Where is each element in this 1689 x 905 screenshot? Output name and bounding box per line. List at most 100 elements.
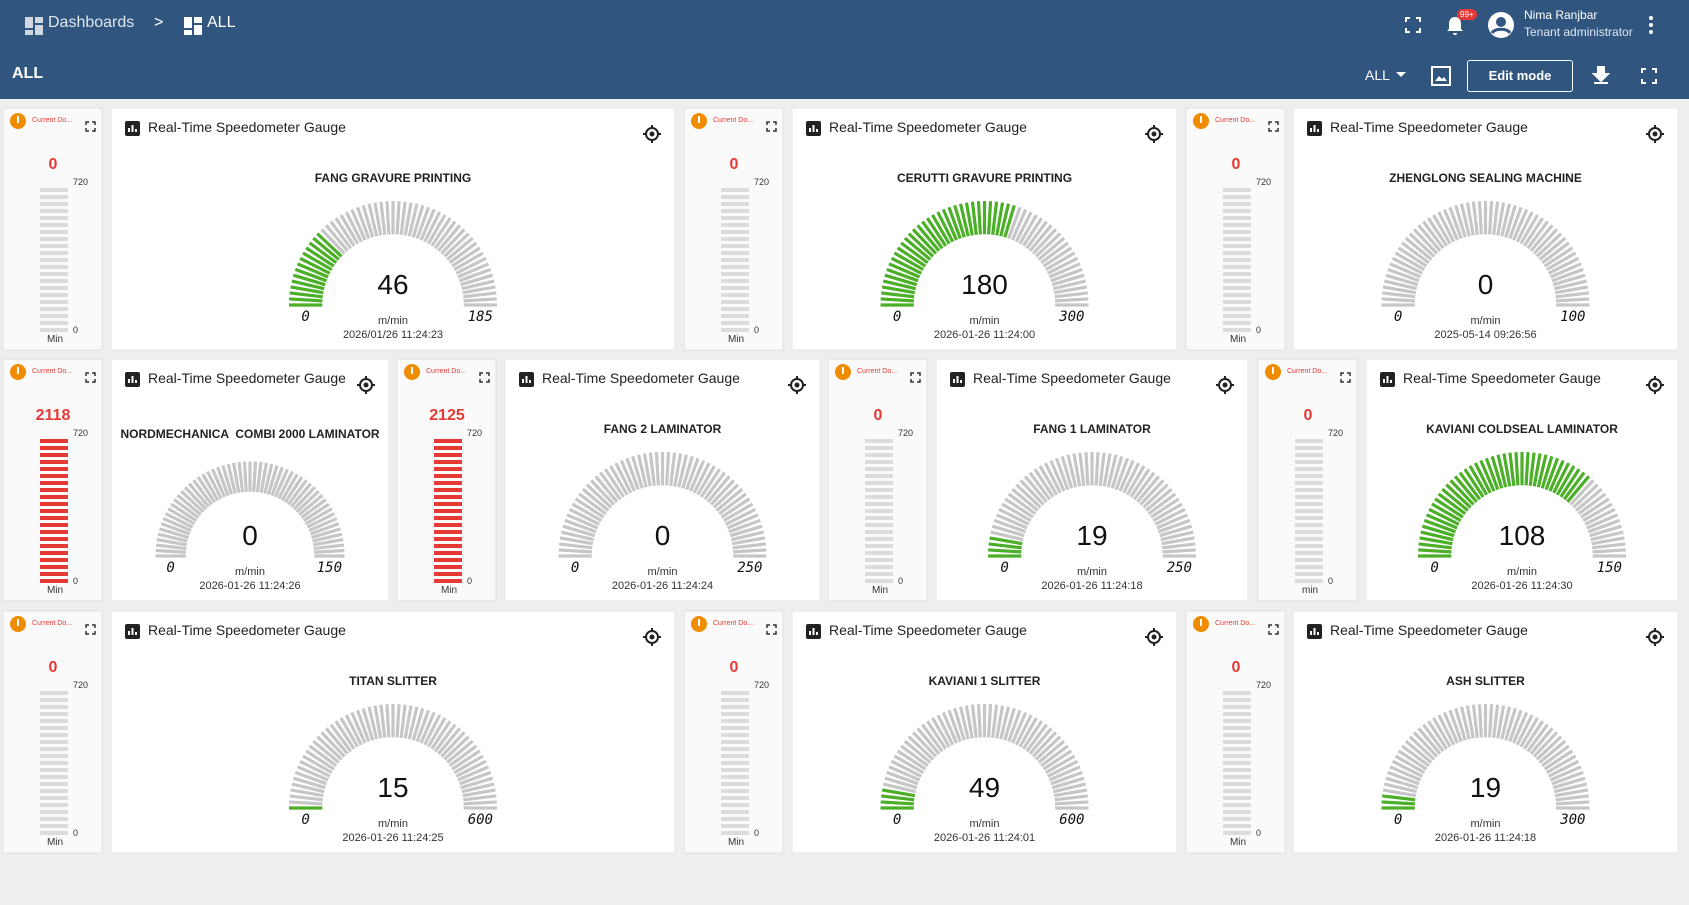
bar-segment-lit	[434, 446, 462, 450]
gauge-widget: Real-Time Speedometer Gauge KAVIANI COLDS…	[1365, 358, 1679, 602]
gauge-tick	[1488, 201, 1494, 235]
bar-segment	[721, 782, 749, 786]
status-widget: Current Do... 0 720 0 Min	[827, 358, 928, 602]
gauge-tick	[1154, 507, 1186, 526]
expand-button[interactable]	[1340, 372, 1351, 383]
bar-segment-lit	[434, 439, 462, 443]
gauge-tick	[1007, 492, 1037, 516]
gauge-tick	[1044, 251, 1076, 272]
gauge-tick	[367, 706, 379, 740]
edit-mode-button[interactable]: Edit mode	[1467, 60, 1573, 92]
bar-segment	[721, 188, 749, 192]
gauge-tick	[196, 476, 217, 504]
bar-segment	[865, 572, 893, 576]
expand-button[interactable]	[766, 624, 777, 635]
dashboard-fullscreen-button[interactable]	[1640, 67, 1658, 85]
bar-segment	[1295, 551, 1323, 555]
locate-cross	[643, 125, 661, 143]
bar-segment	[40, 824, 68, 828]
status-level	[434, 439, 462, 583]
gauge-tick	[1394, 754, 1426, 775]
bar-segment	[865, 544, 893, 548]
expand-button[interactable]	[85, 121, 96, 132]
expand-button[interactable]	[910, 372, 921, 383]
warning-mark	[411, 367, 413, 374]
gauge-tick	[430, 217, 452, 247]
image-export-button[interactable]	[1430, 65, 1452, 87]
gauge-tick	[170, 502, 198, 523]
bar-segment-lit	[434, 495, 462, 499]
gauge-tick	[976, 704, 982, 738]
widget-card	[2, 610, 103, 854]
gauge-tick-lit	[907, 232, 935, 258]
gauge-unit: m/min	[378, 315, 408, 327]
gauge-tick	[1038, 465, 1059, 496]
bar-segment	[865, 530, 893, 534]
download-button[interactable]	[1592, 65, 1610, 85]
gauge-tick	[1122, 462, 1141, 494]
gauge-tick	[1547, 256, 1580, 275]
gauge-tick	[259, 462, 268, 493]
gauge-tick	[1028, 727, 1053, 755]
gauge-unit: m/min	[970, 315, 1000, 327]
state-select[interactable]: ALL	[1365, 67, 1390, 83]
bar-segment	[721, 223, 749, 227]
gauge-tick	[308, 517, 338, 533]
gauge-tick	[1477, 704, 1483, 738]
bar-segment	[1295, 579, 1323, 583]
widget-title: Current Do...	[32, 368, 72, 375]
gauge-tick	[722, 502, 754, 523]
locate-dot	[1652, 382, 1658, 388]
locate-cross	[1145, 125, 1163, 143]
gauge-tick	[395, 201, 401, 235]
gauge-tick	[453, 251, 484, 272]
gauge-tick	[296, 765, 329, 782]
gauge-tick	[1519, 717, 1539, 748]
fullscreen-button[interactable]	[1404, 16, 1422, 34]
account-avatar[interactable]	[1487, 11, 1515, 39]
bar-segment-lit	[40, 453, 68, 457]
gauge-tick	[1055, 800, 1089, 806]
more-menu[interactable]	[1646, 15, 1656, 35]
gauge-min: 0	[893, 309, 901, 325]
warning-mark	[17, 619, 19, 626]
gauge-tick	[1496, 705, 1506, 739]
gauge-tick	[1132, 471, 1156, 501]
gauge-tick	[457, 765, 490, 782]
expand-button[interactable]	[479, 372, 490, 383]
gauge-tick	[339, 214, 360, 245]
breadcrumb-link[interactable]: Dashboards	[48, 14, 135, 31]
bar-segment	[1223, 202, 1251, 206]
expand-button[interactable]	[85, 624, 96, 635]
expand-button[interactable]	[766, 121, 777, 132]
gauge-tick	[729, 524, 763, 538]
gauge-tick	[1054, 291, 1088, 299]
bar-segment	[1295, 537, 1323, 541]
expand-button[interactable]	[85, 372, 96, 383]
notifications-button[interactable]	[1444, 14, 1466, 36]
bar-segment	[1223, 789, 1251, 793]
locate-dot	[1151, 131, 1157, 137]
dashboard-icon	[184, 17, 202, 35]
gauge-tick	[411, 204, 425, 238]
gauge-tick	[1040, 241, 1069, 265]
expand-button[interactable]	[1268, 624, 1279, 635]
gauge-tick	[313, 538, 344, 547]
gauge-tick	[255, 461, 263, 493]
bar-segment	[1223, 719, 1251, 723]
gauge-tick	[433, 723, 457, 753]
gauge-tick	[1145, 487, 1173, 512]
gauge-tick	[1025, 220, 1048, 250]
bar-segment	[721, 293, 749, 297]
gauge-tick	[1442, 208, 1459, 241]
bar-segment	[1295, 558, 1323, 562]
gauge-tick	[183, 486, 208, 511]
scale-min: 0	[754, 828, 759, 838]
expand-button[interactable]	[1268, 121, 1279, 132]
bar-segment-lit	[434, 467, 462, 471]
gauge-tick	[1391, 759, 1424, 778]
gauge-tick-lit	[882, 279, 917, 291]
gauge-tick	[1003, 707, 1016, 741]
gauge-tick-lit	[1532, 453, 1542, 487]
bar-segment-lit	[434, 537, 462, 541]
